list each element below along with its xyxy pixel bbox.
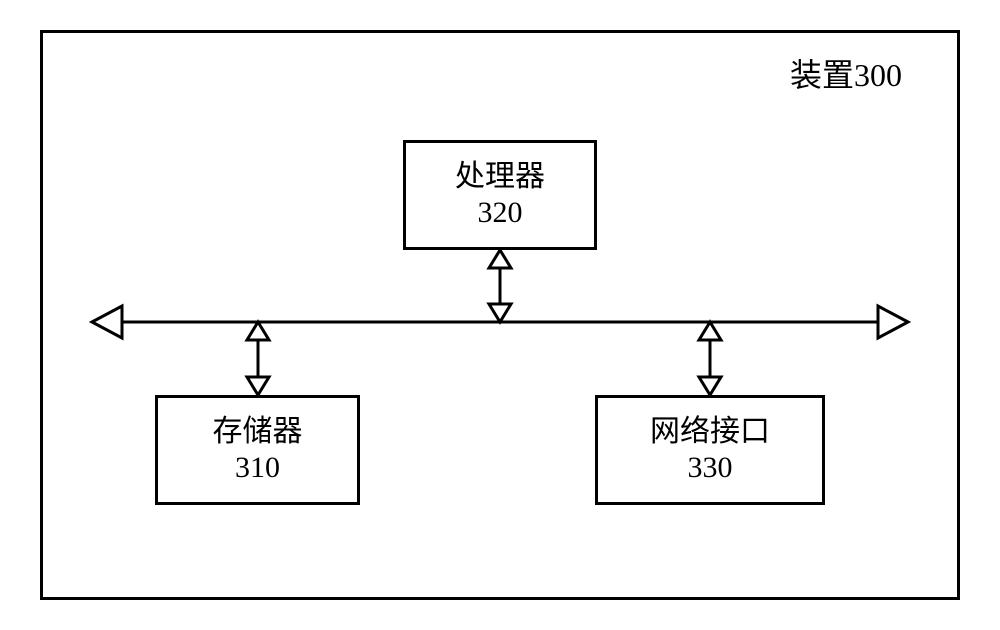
diagram-title: 装置300	[790, 50, 902, 96]
node-processor-number: 320	[478, 195, 523, 231]
node-processor: 处理器 320	[403, 140, 597, 250]
node-memory-number: 310	[235, 450, 280, 486]
node-network: 网络接口 330	[595, 395, 825, 505]
diagram-frame	[40, 30, 960, 600]
node-network-label: 网络接口	[650, 414, 770, 450]
node-processor-label: 处理器	[455, 159, 545, 195]
node-memory-label: 存储器	[213, 414, 303, 450]
node-memory: 存储器 310	[155, 395, 360, 505]
node-network-number: 330	[688, 450, 733, 486]
